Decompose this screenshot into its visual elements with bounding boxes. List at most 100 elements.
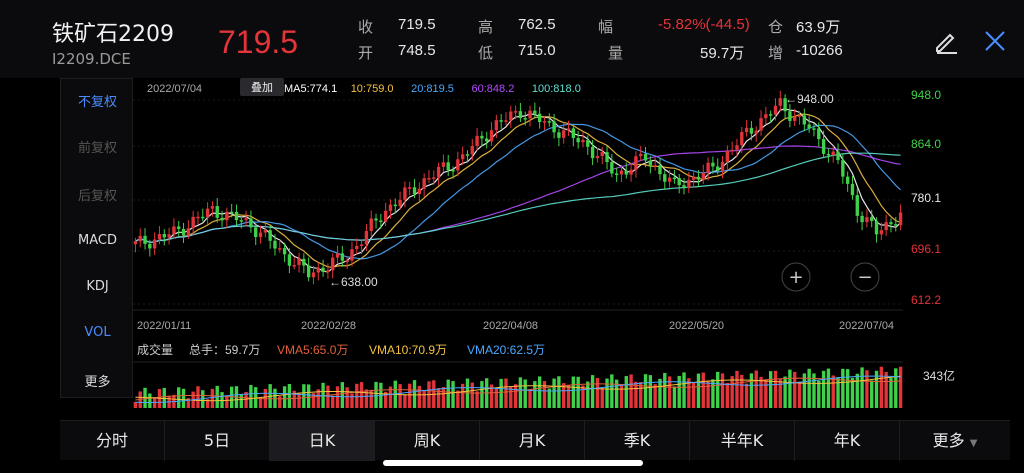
candle-body — [610, 162, 614, 174]
volume-bar — [817, 380, 821, 408]
tab-intraday[interactable]: 分时 — [60, 421, 165, 461]
tab-monthly-k[interactable]: 月K — [480, 421, 585, 461]
volume-bar — [152, 398, 157, 408]
volume-bar — [600, 388, 604, 408]
sidebar-item-forward-adjust[interactable]: 前复权 — [77, 141, 117, 156]
candle-body — [292, 265, 296, 267]
candle-body — [374, 218, 378, 221]
volume-bar — [417, 385, 422, 408]
volume-bar — [513, 384, 518, 408]
volume-bar — [773, 370, 778, 408]
candle-body — [302, 258, 306, 266]
sidebar-item-no-adjust[interactable]: 不复权 — [77, 95, 117, 110]
ma-legend-item: 20:819.5 — [411, 83, 454, 95]
chevron-down-icon: ▼ — [969, 438, 978, 449]
range-value: -5.82%(-44.5) — [658, 16, 750, 33]
candle-body — [258, 232, 263, 237]
contract-code: I2209.DCE — [52, 50, 131, 68]
volume-bar — [783, 376, 787, 408]
volume-legend: 成交量 总手：59.7万 VMA5:65.0万 VMA10:70.9万 VMA2… — [137, 342, 545, 357]
close-icon[interactable] — [980, 26, 1010, 56]
candle-body — [133, 241, 138, 245]
candle-body — [783, 98, 787, 112]
date-axis-label: 2022/04/08 — [483, 320, 538, 332]
candle-body — [326, 270, 330, 273]
candle-body — [359, 244, 364, 246]
overlay-button-bg[interactable] — [240, 78, 284, 96]
volume-bar — [590, 375, 595, 408]
candle-body — [562, 130, 566, 138]
sidebar-item-kdj[interactable]: KDJ — [86, 279, 109, 294]
volume-value: 59.7万 — [700, 45, 745, 62]
moving-average-lines — [135, 108, 902, 273]
zoom-out-icon[interactable]: − — [857, 267, 872, 288]
tab-5day[interactable]: 5日 — [165, 421, 270, 461]
candle-body — [422, 178, 426, 189]
candle-body — [282, 248, 287, 255]
contract-title: 铁矿石2209 — [52, 22, 174, 47]
pencil-icon[interactable] — [931, 26, 961, 56]
candle-body — [528, 110, 532, 119]
volume-bar — [826, 368, 831, 408]
candle-body — [355, 245, 359, 250]
sidebar-item-more[interactable]: 更多 — [84, 375, 111, 390]
candle-body — [350, 249, 354, 261]
zoom-out-button[interactable] — [850, 262, 880, 292]
candle-body — [571, 128, 576, 139]
volume-bar — [518, 377, 523, 408]
open-interest-value: 63.9万 — [796, 19, 841, 36]
tab-halfyear-k[interactable]: 半年K — [690, 421, 795, 461]
volume-bar — [408, 383, 412, 408]
tab-weekly-k[interactable]: 周K — [375, 421, 480, 461]
volume-ma-line — [135, 375, 901, 402]
volume-bar — [634, 381, 638, 408]
tab-yearly-k[interactable]: 年K — [795, 421, 900, 461]
volume-bar — [850, 377, 855, 408]
candle-body — [201, 216, 205, 219]
volume-bar — [451, 381, 455, 408]
volume-bar — [499, 378, 503, 408]
candle-body — [841, 160, 845, 177]
volume-bar — [566, 384, 571, 408]
candle-body — [542, 121, 547, 123]
vma10-label: VMA10:70.9万 — [369, 343, 447, 357]
volume-bar — [364, 389, 369, 408]
volume-bar — [282, 386, 287, 408]
volume-label: 量 — [608, 44, 624, 62]
sidebar-item-backward-adjust[interactable]: 后复权 — [77, 189, 117, 204]
volume-bar — [682, 372, 686, 408]
volume-bar — [480, 381, 484, 408]
volume-bar — [388, 386, 393, 408]
candle-body — [547, 121, 551, 123]
volume-bar — [677, 375, 681, 408]
date-axis: 2022/01/11 2022/02/28 2022/04/08 2022/05/20… — [137, 320, 894, 332]
volume-bar — [754, 370, 758, 408]
candle-body — [850, 183, 855, 196]
candle-body — [427, 178, 431, 180]
candle-body — [595, 156, 600, 159]
tab-more[interactable]: 更多 ▼ — [932, 431, 978, 450]
volume-bar — [422, 390, 426, 408]
zoom-in-icon[interactable]: + — [788, 267, 803, 288]
candle-body — [239, 220, 243, 222]
ma-line-20 — [135, 123, 902, 260]
kline-chart[interactable]: 2022/07/04 叠加 MA5:774.1 10:759.0 20:819.5 6… — [133, 78, 963, 418]
candle-body — [557, 132, 561, 138]
overlay-button[interactable]: 叠加 — [251, 81, 273, 94]
volume-bar — [764, 379, 768, 408]
volume-bar — [865, 370, 869, 408]
sidebar-item-vol[interactable]: VOL — [84, 325, 111, 340]
tab-quarterly-k[interactable]: 季K — [585, 421, 690, 461]
volume-bar — [489, 384, 494, 408]
open-value: 748.5 — [398, 42, 436, 59]
tab-daily-k[interactable]: 日K — [270, 421, 375, 461]
candle-body — [278, 248, 282, 250]
volume-bar — [821, 370, 826, 408]
sidebar-item-macd[interactable]: MACD — [78, 233, 117, 248]
volume-bar — [297, 392, 301, 408]
period-tabs: 分时 5日 日K 周K 月K 季K 半年K 年K 更多 ▼ — [60, 420, 1010, 461]
zoom-in-button[interactable] — [781, 262, 811, 292]
volume-bar — [412, 380, 417, 408]
volume-bar — [244, 392, 248, 408]
candle-body — [225, 211, 229, 221]
